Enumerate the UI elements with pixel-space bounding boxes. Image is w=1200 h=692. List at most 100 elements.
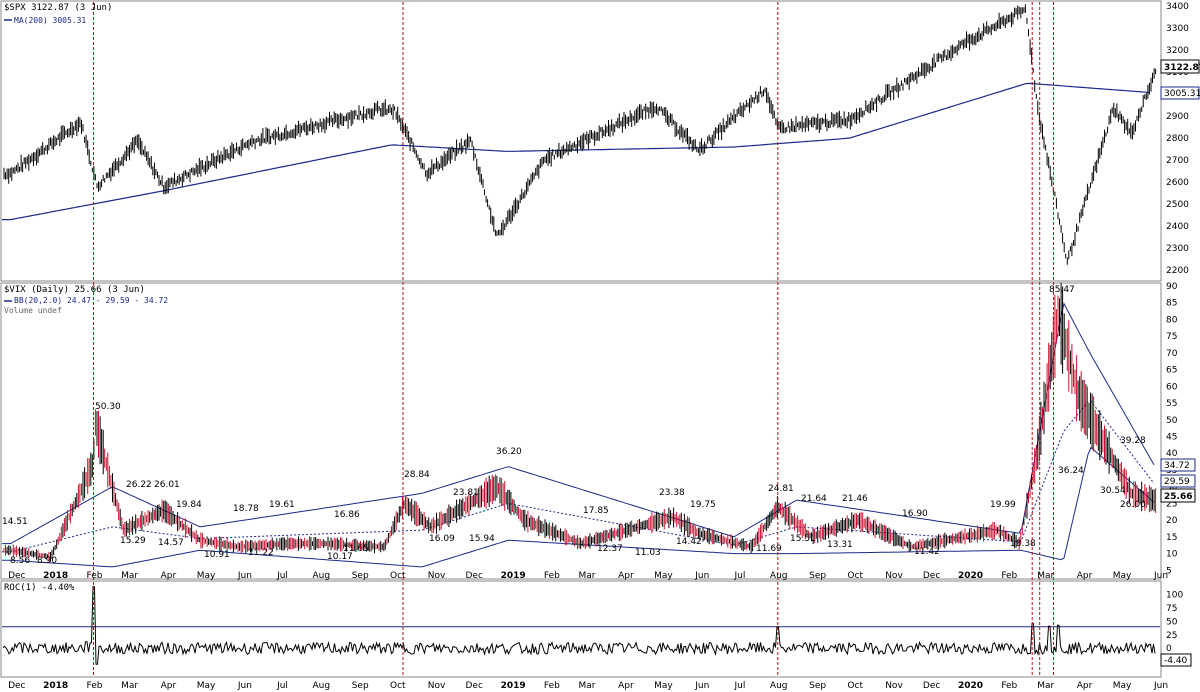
vix-value-annotation: 21.64 <box>801 494 827 504</box>
month-label: Mar <box>1037 681 1054 691</box>
month-label: Oct <box>390 681 406 691</box>
vix-value-annotation: 13.38 <box>1010 539 1036 549</box>
month-label: Feb <box>544 571 560 581</box>
month-label: May <box>654 571 673 581</box>
vix-value-annotation: 18.78 <box>233 504 259 514</box>
vix-last-tag-box <box>1160 488 1196 503</box>
y-tick-label-2: 0 <box>1166 644 1172 654</box>
y-tick-label-0: 2700 <box>1166 156 1189 166</box>
month-label: Sep <box>809 571 826 581</box>
vix-value-annotation: 8.90 <box>37 556 57 566</box>
vix-value-annotation: 12.37 <box>597 544 623 554</box>
y-tick-label-1: 25 <box>1166 499 1177 509</box>
month-label: Oct <box>847 571 863 581</box>
roc-title: ROC(1) -4.40% <box>4 583 75 593</box>
y-tick-label-0: 2500 <box>1166 200 1189 210</box>
y-tick-label-2: 50 <box>1166 618 1178 628</box>
vix-value-annotation: 15.51 <box>790 534 816 544</box>
month-label: Jun <box>237 571 252 581</box>
vix-bb-mid-line <box>2 400 1155 553</box>
vix-bars-down <box>3 294 1157 562</box>
vix-value-annotation: 26.01 <box>154 480 180 490</box>
y-tick-label-1: 40 <box>1166 449 1178 459</box>
vix-value-annotation: 14.57 <box>158 538 184 548</box>
month-label: Feb <box>1001 681 1017 691</box>
y-tick-label-0: 3200 <box>1166 46 1189 56</box>
vix-value-annotation: 28.84 <box>404 470 430 480</box>
vix-value-annotation: 26.00 <box>1120 500 1146 510</box>
vix-value-annotation: 19.75 <box>690 500 716 510</box>
y-tick-label-1: 50 <box>1166 416 1178 426</box>
month-label: Feb <box>87 571 103 581</box>
vix-value-annotation: 16.09 <box>429 534 455 544</box>
month-label: May <box>197 571 216 581</box>
roc-panel-frame <box>0 580 1162 678</box>
vix-mid-value: 29.59 <box>1164 477 1190 487</box>
vix-value-annotation: 10.91 <box>204 550 230 560</box>
vix-mid-tag-box <box>1160 474 1196 488</box>
month-label: Sep <box>352 571 369 581</box>
vix-value-annotation: 21.46 <box>842 494 868 504</box>
y-tick-label-0: 2200 <box>1166 266 1189 276</box>
month-label: Dec <box>8 571 25 581</box>
y-tick-label-0: 2600 <box>1166 178 1189 188</box>
y-tick-label-1: 30 <box>1166 483 1178 493</box>
vix-bars-up <box>6 282 1155 562</box>
month-label: Jul <box>276 571 288 581</box>
spx-legend: $SPX 3122.87 (3 Jun) MA(200) 3005.31 <box>4 3 112 25</box>
y-tick-label-1: 5 <box>1166 566 1172 576</box>
vix-value-annotation: 17.85 <box>583 506 609 516</box>
spx-ma200-line <box>2 82 1151 221</box>
month-label: 2020 <box>958 681 983 691</box>
y-tick-label-1: 90 <box>1166 282 1178 292</box>
month-label: 2019 <box>501 571 526 581</box>
y-tick-label-0: 2900 <box>1166 112 1189 122</box>
month-label: 2019 <box>501 681 526 691</box>
y-tick-label-0: 3300 <box>1166 24 1189 34</box>
month-label: Dec <box>465 571 482 581</box>
month-label: May <box>654 681 673 691</box>
vix-value-annotation: 11.42 <box>914 547 940 557</box>
vix-value-annotation: 10.17 <box>327 552 353 562</box>
y-tick-label-1: 15 <box>1166 533 1177 543</box>
month-label: Sep <box>809 681 826 691</box>
vix-value-annotation: 36.24 <box>1058 466 1084 476</box>
vix-value-annotation: 30.54 <box>1100 486 1126 496</box>
spx-ma-value: 3005.31 <box>1164 89 1200 99</box>
month-label: Oct <box>390 571 406 581</box>
vix-value-annotation: 24.81 <box>768 484 794 494</box>
month-label: Nov <box>885 571 903 581</box>
vix-value-annotation: 23.38 <box>659 488 685 498</box>
vix-value-annotation: 11.65 <box>343 544 369 554</box>
month-label: Jun <box>1153 681 1168 691</box>
vix-upper-tag-box <box>1160 458 1196 472</box>
roc-last-tag: -4.40 <box>1160 653 1192 667</box>
vix-bb-upper-line <box>2 302 1155 545</box>
vix-value-annotation: 85.47 <box>1049 285 1075 295</box>
month-label: Nov <box>428 681 446 691</box>
roc-last-value: -4.40 <box>1164 656 1188 666</box>
vix-value-annotation: 15.29 <box>120 536 146 546</box>
month-label: May <box>1113 681 1132 691</box>
vix-value-annotation: 19.99 <box>990 500 1016 510</box>
spx-ma-legend: MA(200) 3005.31 <box>14 16 86 25</box>
vix-legend: $VIX (Daily) 25.66 (3 Jun) BB(20,2.0) 24… <box>4 285 168 315</box>
month-label: Aug <box>770 681 788 691</box>
vix-value-annotation: 26.22 <box>126 480 152 490</box>
month-label: Nov <box>885 681 903 691</box>
vix-value-annotation: 8.56 <box>10 556 30 566</box>
y-tick-label-0: 2800 <box>1166 134 1189 144</box>
vix-value-annotation: 50.30 <box>95 402 121 412</box>
month-label: Dec <box>923 681 940 691</box>
month-label: Aug <box>313 681 331 691</box>
month-label: May <box>197 681 216 691</box>
y-tick-label-2: 100 <box>1166 591 1183 601</box>
spx-price-bars <box>3 4 1157 265</box>
month-label: Mar <box>121 681 138 691</box>
vix-value-annotation: 15.94 <box>469 534 495 544</box>
month-label: Jun <box>694 681 709 691</box>
vix-value-annotation: 39.28 <box>1120 436 1146 446</box>
month-label: Aug <box>313 571 331 581</box>
month-label: Mar <box>579 571 596 581</box>
